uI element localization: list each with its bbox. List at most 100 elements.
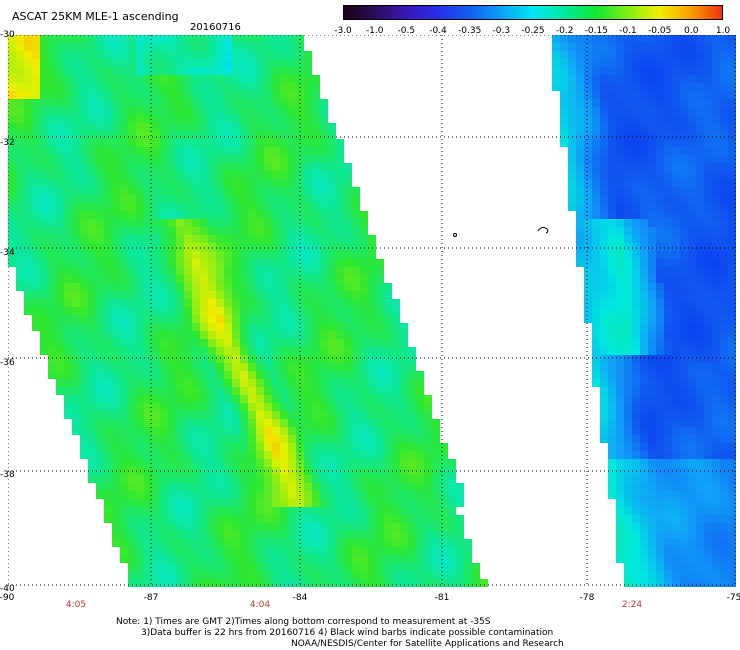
swath-cell [712, 291, 720, 299]
swath-cell [248, 579, 256, 587]
swath-cell [152, 371, 160, 379]
swath-cell [176, 507, 184, 515]
swath-cell [144, 379, 152, 387]
swath-cell [272, 211, 280, 219]
swath-cell [720, 435, 728, 443]
swath-cell [360, 243, 368, 251]
swath-cell [304, 147, 312, 155]
swath-cell [328, 243, 336, 251]
swath-cell [160, 179, 168, 187]
swath-cell [704, 435, 712, 443]
swath-cell [264, 499, 272, 507]
swath-cell [608, 411, 616, 419]
swath-cell [416, 411, 424, 419]
swath-cell [600, 275, 608, 283]
swath-cell [328, 203, 336, 211]
swath-cell [696, 499, 704, 507]
swath-cell [64, 363, 72, 371]
swath-cell [720, 563, 728, 571]
swath-cell [200, 403, 208, 411]
swath-cell [264, 475, 272, 483]
swath-cell [368, 483, 376, 491]
swath-cell [272, 35, 280, 43]
swath-cell [184, 35, 192, 43]
latitude-label: -38 [0, 470, 15, 480]
swath-cell [24, 107, 32, 115]
swath-cell [616, 99, 624, 107]
swath-cell [48, 123, 56, 131]
swath-cell [216, 323, 224, 331]
swath-cell [104, 451, 112, 459]
swath-cell [240, 363, 248, 371]
swath-cell [416, 371, 424, 379]
swath-cell [88, 435, 96, 443]
swath-cell [168, 515, 176, 523]
swath-cell [208, 419, 216, 427]
swath-cell [360, 219, 368, 227]
swath-cell [232, 259, 240, 267]
swath-cell [88, 299, 96, 307]
swath-cell [640, 43, 648, 51]
swath-cell [584, 251, 592, 259]
swath-cell [128, 123, 136, 131]
swath-cell [240, 51, 248, 59]
swath-cell [192, 363, 200, 371]
swath-cell [88, 443, 96, 451]
swath-cell [176, 235, 184, 243]
swath-cell [112, 427, 120, 435]
swath-cell [400, 387, 408, 395]
swath-cell [672, 235, 680, 243]
swath-cell [648, 243, 656, 251]
swath-cell [40, 315, 48, 323]
swath-cell [288, 403, 296, 411]
swath-cell [704, 155, 712, 163]
swath-cell [600, 83, 608, 91]
swath-cell [720, 555, 728, 563]
swath-cell [624, 563, 632, 571]
swath-cell [288, 291, 296, 299]
swath-cell [728, 403, 736, 411]
swath-cell [160, 123, 168, 131]
swath-cell [712, 507, 720, 515]
swath-cell [624, 491, 632, 499]
swath-cell [680, 395, 688, 403]
swath-cell [280, 395, 288, 403]
swath-cell [280, 195, 288, 203]
swath-cell [336, 427, 344, 435]
swath-cell [80, 147, 88, 155]
product-title: ASCAT 25KM MLE-1 ascending [12, 10, 179, 23]
swath-cell [16, 211, 24, 219]
swath-cell [728, 539, 736, 547]
swath-cell [80, 371, 88, 379]
swath-cell [592, 155, 600, 163]
swath-cell [40, 195, 48, 203]
swath-cell [72, 267, 80, 275]
swath-cell [200, 51, 208, 59]
swath-cell [112, 123, 120, 131]
swath-cell [272, 99, 280, 107]
swath-cell [192, 563, 200, 571]
swath-cell [288, 499, 296, 507]
swath-cell [48, 83, 56, 91]
swath-cell [584, 259, 592, 267]
swath-cell [8, 251, 16, 259]
swath-cell [120, 499, 128, 507]
swath-cell [440, 515, 448, 523]
swath-cell [624, 275, 632, 283]
swath-cell [688, 379, 696, 387]
swath-cell [648, 395, 656, 403]
swath-cell [688, 411, 696, 419]
swath-cell [312, 523, 320, 531]
swath-cell [48, 291, 56, 299]
swath-cell [264, 59, 272, 67]
swath-cell [152, 219, 160, 227]
swath-cell [344, 419, 352, 427]
swath-cell [232, 395, 240, 403]
swath-cell [368, 555, 376, 563]
swath-cell [256, 107, 264, 115]
swath-cell [48, 107, 56, 115]
swath-cell [160, 339, 168, 347]
swath-cell [280, 67, 288, 75]
swath-cell [264, 131, 272, 139]
swath-cell [344, 555, 352, 563]
